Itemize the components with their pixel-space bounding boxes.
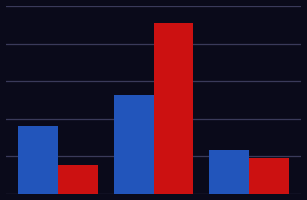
Bar: [18, 126, 58, 194]
Bar: [154, 23, 193, 194]
Bar: [209, 150, 249, 194]
Bar: [249, 158, 289, 194]
Bar: [58, 165, 98, 194]
Bar: [114, 95, 154, 194]
